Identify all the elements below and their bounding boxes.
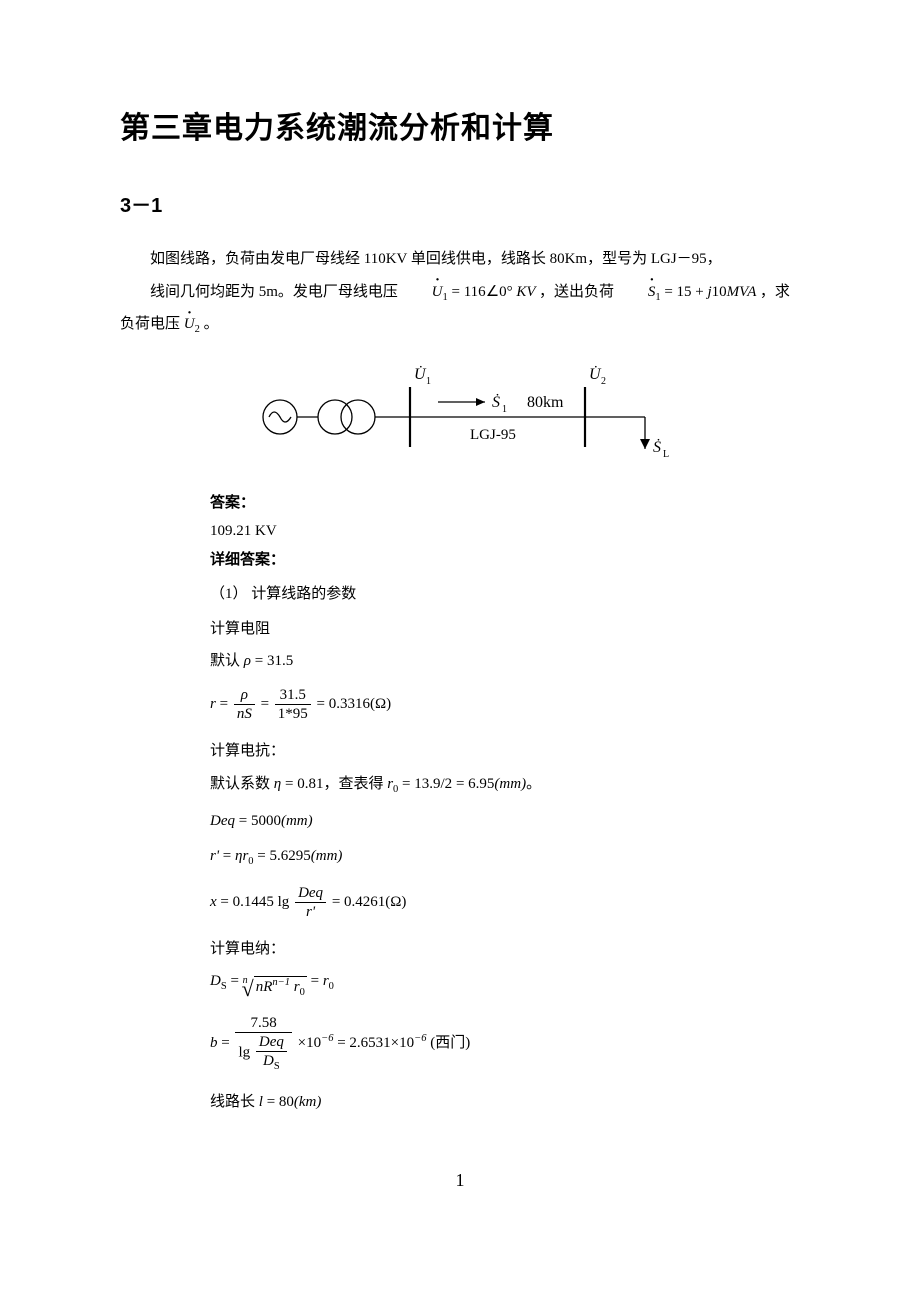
problem-text-line1: 如图线路，负荷由发电厂母线经 110KV 单回线供电，线路长 80Km，型号为 … [120,245,800,274]
text: ，送出负荷 [539,284,614,300]
page-number: 1 [120,1163,800,1197]
eq-b: b = 7.58 lg DeqDS ×10−6 = 2.6531×10−6 (西… [210,1014,800,1074]
diagram-line-type: LGJ-95 [470,427,516,443]
svg-text:2: 2 [601,376,606,387]
eq-rprime: r' = ηr0 = 5.6295(mm) [210,846,800,870]
text: 线间几何均距为 5m。发电厂母线电压 [150,284,398,300]
problem-text-line3: 负荷电压 U2 。 [120,310,800,339]
section-heading: 3－1 [120,187,800,225]
svg-text:1: 1 [426,376,431,387]
circuit-diagram: U̇1 U̇2 Ṡ1 ṠL 80km LGJ-95 [240,357,680,467]
answer-heading: 答案： [210,489,800,518]
step-1: （1） 计算线路的参数 [210,580,800,609]
diagram-distance: 80km [527,394,564,411]
calc-b-label: 计算电纳： [210,935,800,964]
short-answer: 109.21 KV [210,517,800,546]
eq-l: 线路长 l = 80(km) [210,1092,800,1113]
svg-text:1: 1 [502,404,507,415]
svg-text:Ṡ: Ṡ [653,438,661,456]
eq-r: r = ρnS = 31.51*95 = 0.3316(Ω) [210,686,800,723]
eq-x: x = 0.1445 lg Deqr' = 0.4261(Ω) [210,884,800,921]
text: ，求 [760,284,790,300]
problem-text-line2: 线间几何均距为 5m。发电厂母线电压 U1 = 116∠0° KV ，送出负荷 … [120,278,800,307]
calc-r-label: 计算电阻 [210,615,800,644]
text: 。 [204,316,219,332]
eq-ds: DS = n√nRn−1 r0 = r0 [210,971,800,1000]
svg-text:L: L [663,449,669,460]
rho-line: 默认 ρ = 31.5 [210,651,800,672]
svg-text:Ṡ: Ṡ [492,393,500,411]
eta-line: 默认系数 η = 0.81，查表得 r0 = 13.9/2 = 6.95(mm)… [210,774,800,798]
eq-deq: Deq = 5000(mm) [210,811,800,832]
detail-heading: 详细答案： [210,546,800,575]
chapter-title: 第三章电力系统潮流分析和计算 [120,100,800,157]
text: 负荷电压 [120,316,180,332]
calc-x-label: 计算电抗： [210,737,800,766]
answer-block: 答案： 109.21 KV 详细答案： （1） 计算线路的参数 计算电阻 默认 … [210,489,800,1113]
